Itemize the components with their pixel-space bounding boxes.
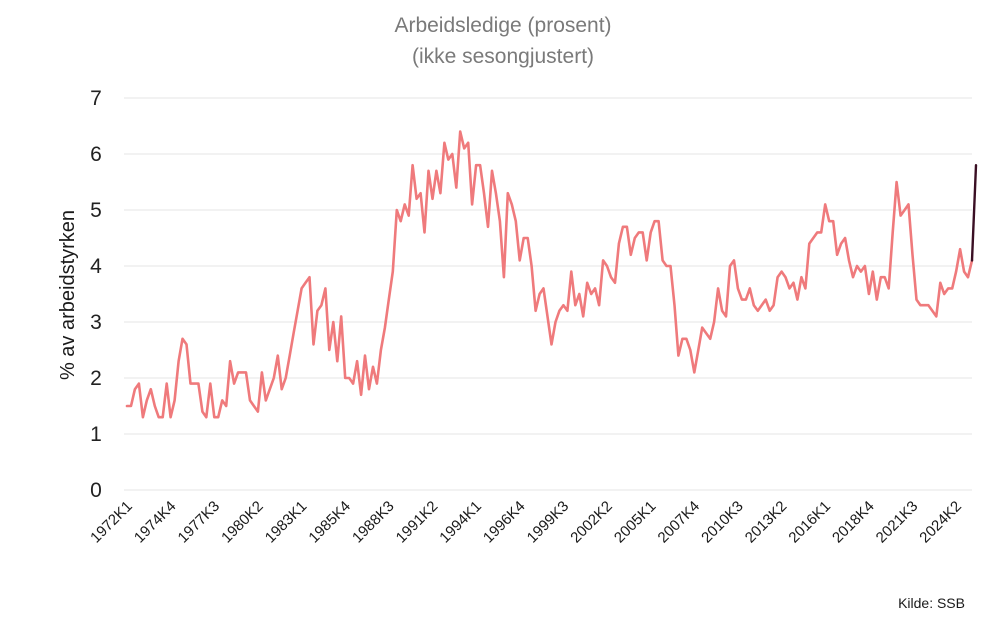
gridlines (124, 97, 972, 491)
x-tick-label: 1996K4 (480, 498, 529, 547)
x-tick-label: 2010K3 (698, 498, 747, 547)
y-tick-label: 3 (90, 311, 102, 334)
x-tick-label: 1972K1 (87, 498, 136, 547)
x-tick-label: 2007K4 (655, 498, 704, 547)
y-axis-label: % av arbeidstyrken (57, 210, 79, 380)
x-tick-label: 2024K2 (916, 498, 965, 547)
x-tick-label: 2018K4 (829, 498, 878, 547)
series-line-latest (970, 163, 978, 262)
chart-title: Arbeidsledige (prosent) (394, 14, 611, 37)
series-lines (125, 130, 978, 419)
y-tick-label: 1 (90, 423, 102, 446)
y-tick-label: 0 (90, 479, 102, 502)
x-tick-label: 1991K2 (393, 498, 442, 547)
x-tick-labels: 1972K11974K41977K31980K21983K11985K41988… (87, 498, 965, 547)
x-tick-label: 1985K4 (305, 498, 354, 547)
source-note: Kilde: SSB (898, 595, 965, 611)
y-tick-label: 6 (90, 143, 102, 166)
y-tick-label: 4 (90, 255, 102, 278)
y-tick-label: 7 (90, 87, 102, 110)
series-line-unemployment (125, 130, 974, 419)
y-tick-label: 5 (90, 199, 102, 222)
x-tick-label: 2021K3 (873, 498, 922, 547)
x-tick-label: 2002K2 (567, 498, 616, 547)
x-tick-label: 1980K2 (218, 498, 267, 547)
x-tick-label: 1994K1 (436, 498, 485, 547)
x-tick-label: 2005K1 (611, 498, 660, 547)
x-tick-label: 1974K4 (131, 498, 180, 547)
x-tick-label: 2016K1 (785, 498, 834, 547)
y-tick-label: 2 (90, 367, 102, 390)
x-tick-label: 2013K2 (742, 498, 791, 547)
x-tick-label: 1988K3 (349, 498, 398, 547)
y-tick-labels: 0 1 2 3 4 5 6 7 (90, 87, 102, 502)
x-tick-label: 1977K3 (175, 498, 224, 547)
x-tick-label: 1983K1 (262, 498, 311, 547)
x-tick-label: 1999K3 (524, 498, 573, 547)
chart-subtitle: (ikke sesongjustert) (412, 45, 594, 68)
